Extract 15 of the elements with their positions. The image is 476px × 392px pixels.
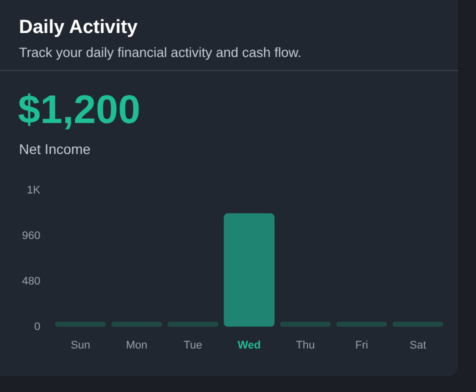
x-tick-label: Wed [238, 339, 261, 352]
x-tick-label: Thu [296, 339, 315, 352]
x-tick-label: Sun [70, 339, 90, 352]
y-tick-label: 1K [26, 184, 41, 197]
text: Net Income [19, 141, 91, 157]
chart-title: Daily Activity [19, 17, 138, 39]
y-tick-label: 960 [22, 230, 40, 242]
y-tick-label: 480 [22, 275, 40, 288]
y-tick-label: 0 [34, 320, 40, 333]
x-tick-label: Mon [126, 339, 148, 352]
x-tick-label: Sat [410, 339, 426, 352]
text: $1,200 [18, 88, 140, 133]
x-tick-label: Fri [355, 339, 368, 352]
x-tick-label: Tue [184, 339, 202, 352]
chart-subtitle: Track your daily financial activity and cash flow. [19, 45, 302, 60]
